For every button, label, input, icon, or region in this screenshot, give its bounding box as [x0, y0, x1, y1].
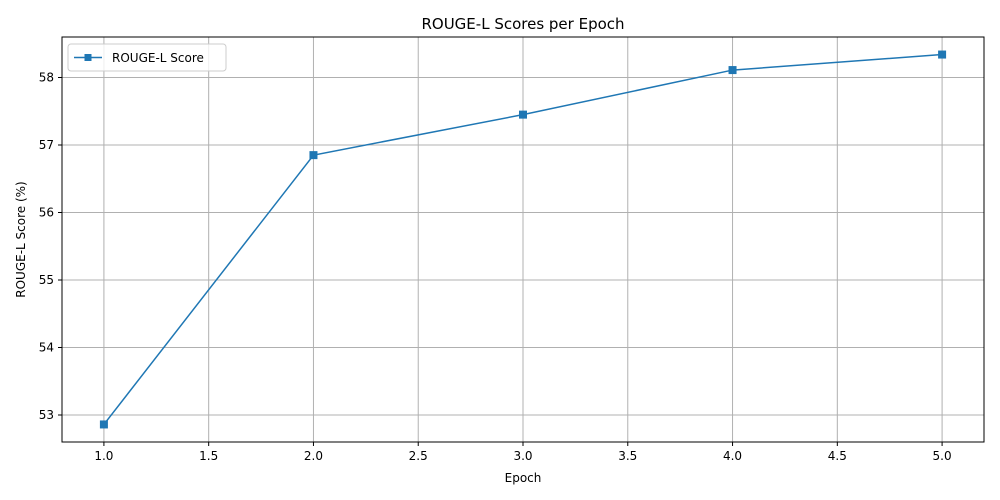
data-point-marker — [728, 66, 737, 75]
y-tick-label: 58 — [39, 71, 54, 85]
y-tick-label: 56 — [39, 206, 54, 220]
x-tick-label: 1.0 — [94, 449, 113, 463]
data-series — [99, 50, 947, 429]
x-tick-label: 2.5 — [409, 449, 428, 463]
y-tick-label: 54 — [39, 341, 54, 355]
data-point-marker — [99, 420, 108, 429]
y-tick-label: 55 — [39, 273, 54, 287]
legend: ROUGE-L Score — [67, 43, 227, 72]
x-tick-label: 3.5 — [618, 449, 637, 463]
y-tick-label: 57 — [39, 138, 54, 152]
data-point-marker — [309, 151, 318, 160]
x-tick-label: 2.0 — [304, 449, 323, 463]
x-tick-label: 4.0 — [723, 449, 742, 463]
x-tick-label: 4.5 — [828, 449, 847, 463]
legend-box — [67, 43, 227, 72]
x-axis-label: Epoch — [505, 471, 542, 485]
y-axis-ticks: 53 54 55 56 57 58 — [39, 71, 62, 422]
legend-entry-label: ROUGE-L Score — [112, 51, 204, 65]
x-tick-label: 5.0 — [933, 449, 952, 463]
x-tick-label: 1.5 — [199, 449, 218, 463]
y-axis-label: ROUGE-L Score (%) — [14, 181, 28, 297]
data-point-marker — [519, 110, 527, 119]
x-axis-ticks: 1.0 1.5 2.0 2.5 3.0 3.5 4.0 4.5 5.0 — [94, 442, 952, 463]
chart-title: ROUGE-L Scores per Epoch — [421, 15, 624, 33]
x-tick-label: 3.0 — [513, 449, 532, 463]
data-point-marker — [938, 50, 947, 59]
legend-marker — [84, 54, 92, 61]
y-tick-label: 53 — [39, 408, 54, 422]
